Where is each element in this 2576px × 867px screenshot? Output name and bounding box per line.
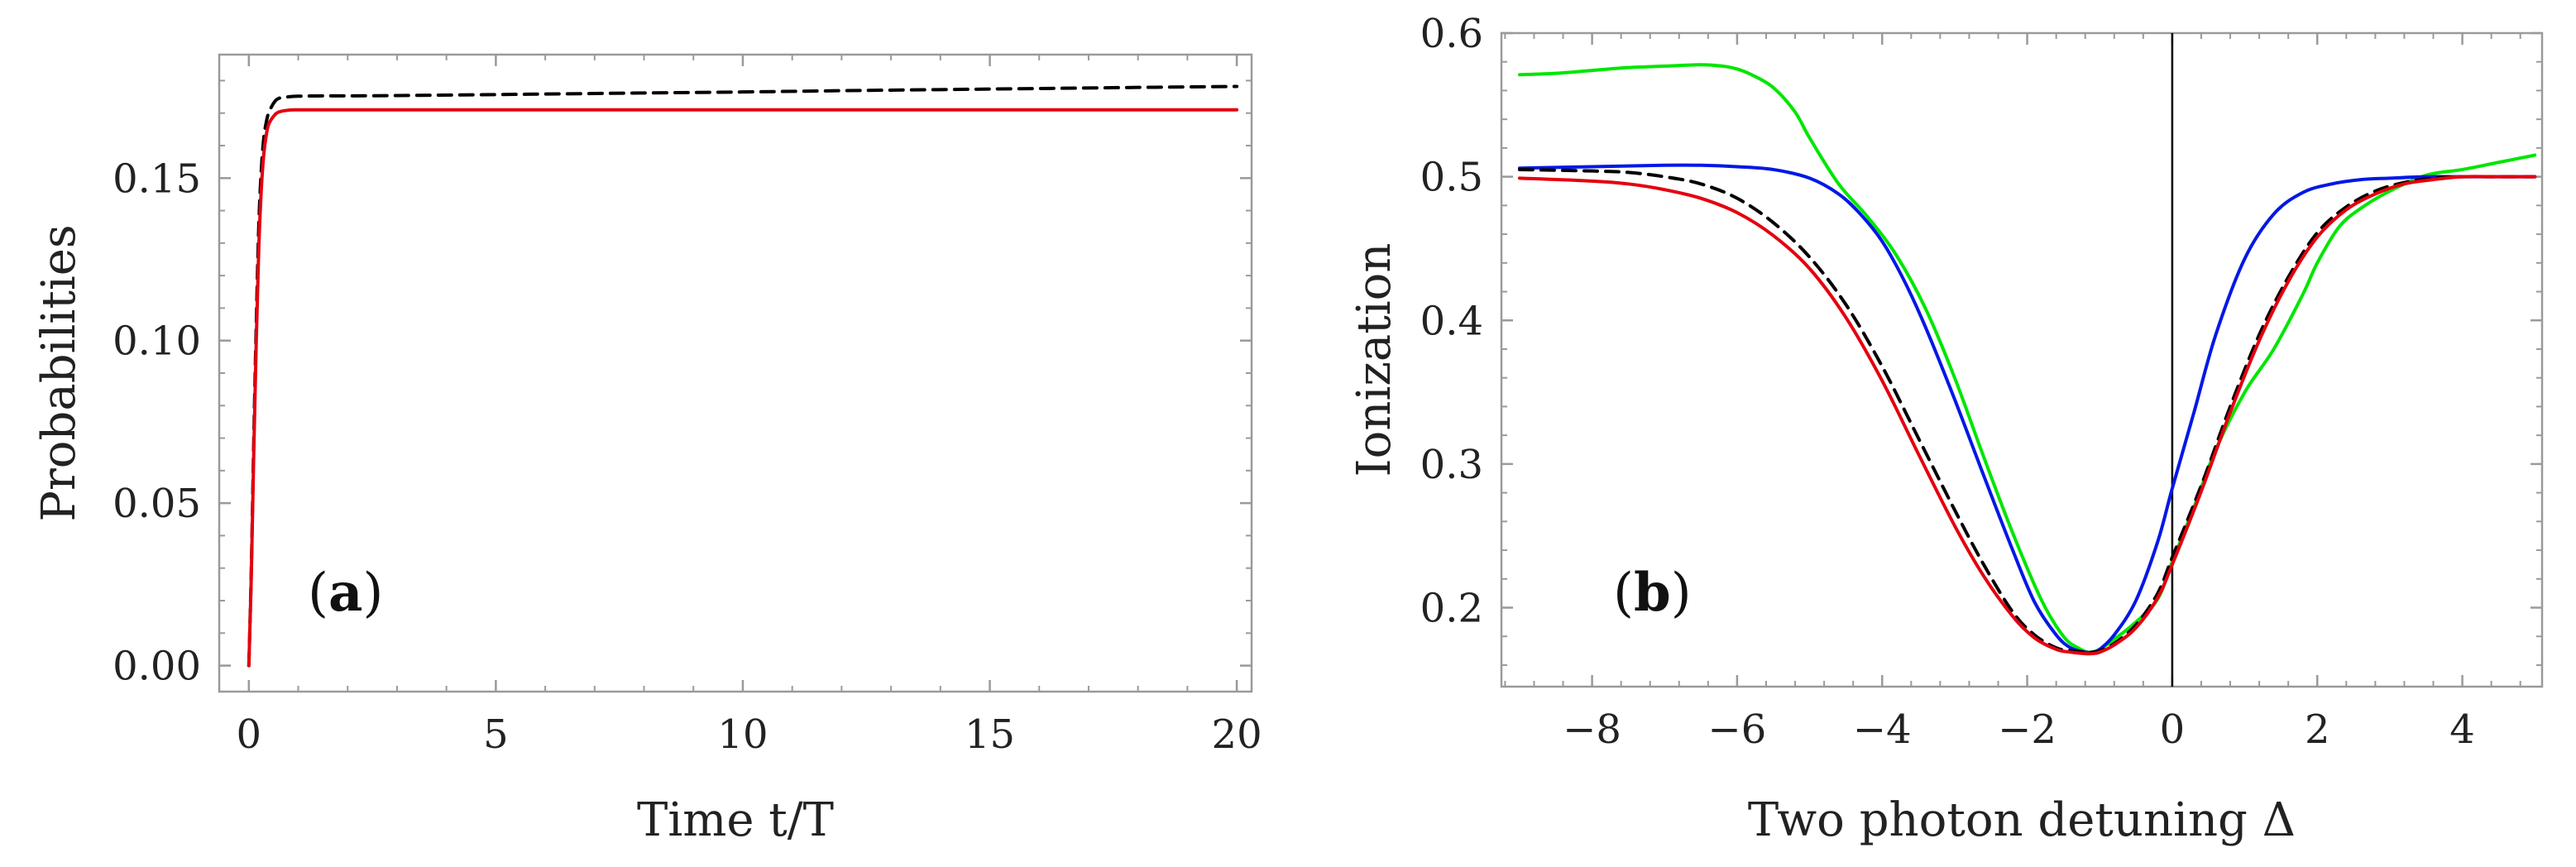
panel-b-x-axis-label: Two photon detuning Δ bbox=[1748, 793, 2296, 847]
panel-a-y-tick-label: 0.15 bbox=[113, 156, 201, 202]
panel-a-x-tick-label: 10 bbox=[717, 711, 768, 758]
panel-b-y-tick-label: 0.6 bbox=[1420, 11, 1483, 57]
panel-a-tag-open-paren: ( bbox=[308, 563, 328, 624]
panel-b-y-tick-label: 0.3 bbox=[1420, 442, 1483, 488]
panel-b-ticks: −8 −6 −4 −2 0 2 4 0.2 0.3 0.4 0.5 0.6 bbox=[1420, 11, 2542, 753]
panel-a-series-solid-red bbox=[247, 108, 1239, 668]
panel-a-y-tick-label: 0.10 bbox=[113, 319, 201, 365]
panel-a-series bbox=[247, 84, 1239, 668]
panel-a-y-tick-label: 0.00 bbox=[113, 644, 201, 690]
panel-b: −8 −6 −4 −2 0 2 4 0.2 0.3 0.4 0.5 0.6 Two photon de… bbox=[1348, 11, 2544, 847]
panel-a-tag-close-paren: ) bbox=[362, 563, 383, 624]
panel-b-series bbox=[1517, 63, 2537, 656]
panel-b-y-tick-label: 0.4 bbox=[1420, 298, 1483, 344]
panel-b-series-green bbox=[1517, 63, 2537, 654]
panel-b-x-tick-label: −4 bbox=[1853, 707, 1912, 753]
panel-b-x-tick-label: 4 bbox=[2449, 707, 2475, 753]
panel-a-x-tick-label: 0 bbox=[237, 711, 262, 758]
panel-b-plot-frame bbox=[1500, 31, 2544, 688]
panel-a-x-tick-label: 20 bbox=[1212, 711, 1262, 758]
panel-b-x-tick-label: 2 bbox=[2305, 707, 2330, 753]
panel-a-tag: (a) bbox=[308, 562, 383, 624]
panel-a-ticks: 0 5 10 15 20 0.00 0.05 0.10 0.15 bbox=[113, 55, 1262, 758]
panel-b-y-tick-label: 0.2 bbox=[1420, 586, 1483, 632]
panel-b-x-tick-label: −8 bbox=[1563, 707, 1621, 753]
panel-a-y-axis-label: Probabilities bbox=[32, 224, 86, 521]
panel-a-y-tick-label: 0.05 bbox=[113, 481, 201, 527]
panel-b-y-axis-label: Ionization bbox=[1348, 243, 1401, 477]
panel-b-y-tick-label: 0.5 bbox=[1420, 155, 1483, 201]
panel-b-x-tick-label: 0 bbox=[2160, 707, 2186, 753]
panel-b-tag: (b) bbox=[1613, 562, 1692, 624]
panel-a-x-tick-label: 5 bbox=[483, 711, 509, 758]
panel-b-tag-close-paren: ) bbox=[1671, 563, 1692, 624]
panel-b-series-red bbox=[1517, 175, 2537, 656]
panel-b-x-tick-label: −6 bbox=[1708, 707, 1767, 753]
panel-b-x-tick-label: −2 bbox=[1998, 707, 2056, 753]
panel-b-tag-open-paren: ( bbox=[1613, 563, 1634, 624]
panel-b-tag-letter: b bbox=[1634, 562, 1671, 624]
panel-a-x-axis-label: Time t/T bbox=[637, 793, 834, 847]
panel-a-tag-letter: a bbox=[328, 562, 362, 624]
panel-b-series-dashed-black bbox=[1517, 167, 2537, 654]
panel-a-x-tick-label: 15 bbox=[965, 711, 1015, 758]
panel-a-plot-frame bbox=[218, 53, 1253, 693]
panel-a: 0 5 10 15 20 0.00 0.05 0.10 0.15 Time t/T Probab… bbox=[32, 53, 1262, 847]
